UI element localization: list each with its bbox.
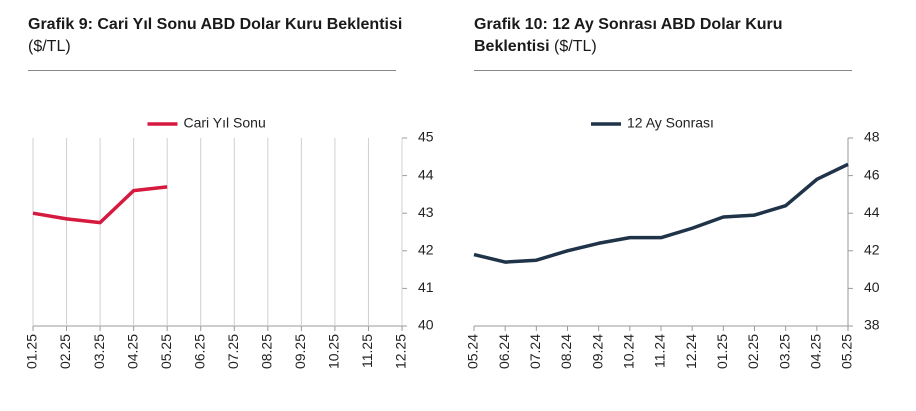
y-tick-label: 48 [864, 129, 880, 145]
x-tick-label: 03.25 [776, 334, 792, 369]
chart-unit: ($/TL) [28, 38, 71, 55]
x-tick-label: 11.24 [652, 334, 668, 368]
legend-label: 12 Ay Sonrası [627, 115, 714, 131]
x-tick-label: 05.25 [839, 334, 855, 369]
chart-title: Grafik 9: Cari Yıl Sonu ABD Dolar Kuru B… [28, 16, 403, 33]
x-tick-label: 06.24 [496, 334, 512, 369]
title-rule [28, 70, 396, 71]
y-tick-label: 41 [418, 279, 434, 295]
y-tick-label: 43 [418, 204, 434, 220]
y-tick-label: 40 [864, 279, 880, 295]
y-tick-label: 44 [864, 204, 880, 220]
x-tick-label: 09.24 [589, 334, 605, 369]
x-tick-label: 02.25 [57, 334, 73, 369]
x-tick-label: 10.24 [621, 334, 637, 369]
chart-title-box: Grafik 10: 12 Ay Sonrası ABD Dolar Kuru … [474, 14, 849, 58]
series-line [32, 185, 168, 225]
title-rule [474, 70, 852, 71]
x-tick-label: 05.24 [465, 334, 481, 369]
series-line [473, 162, 849, 264]
chart-title-box: Grafik 9: Cari Yıl Sonu ABD Dolar Kuru B… [28, 14, 403, 58]
y-tick-label: 44 [418, 166, 434, 182]
chart-title: Grafik 10: 12 Ay Sonrası ABD Dolar Kuru … [474, 16, 783, 55]
x-tick-label: 04.25 [808, 334, 824, 369]
y-tick-label: 45 [418, 129, 434, 145]
x-tick-label: 07.24 [527, 334, 543, 369]
x-tick-label: 11.25 [359, 334, 375, 368]
x-tick-label: 06.25 [191, 334, 207, 369]
y-tick-label: 40 [418, 317, 434, 333]
legend-label: Cari Yıl Sonu [184, 115, 266, 131]
x-tick-label: 02.25 [745, 334, 761, 369]
chart-unit: ($/TL) [554, 38, 597, 55]
y-tick-label: 42 [418, 242, 434, 258]
x-tick-label: 12.24 [683, 334, 699, 369]
x-tick-label: 01.25 [24, 334, 40, 369]
x-tick-label: 04.25 [124, 334, 140, 369]
x-tick-label: 08.25 [259, 334, 275, 369]
x-tick-label: 05.25 [158, 334, 174, 369]
y-tick-label: 42 [864, 242, 880, 258]
y-tick-label: 46 [864, 166, 880, 182]
x-tick-label: 12.25 [393, 334, 409, 369]
x-tick-label: 07.25 [225, 334, 241, 369]
x-tick-label: 01.25 [714, 334, 730, 369]
y-tick-label: 38 [864, 317, 880, 333]
x-tick-label: 03.25 [91, 334, 107, 369]
x-tick-label: 09.25 [292, 334, 308, 369]
x-tick-label: 08.24 [558, 334, 574, 369]
x-tick-label: 10.25 [326, 334, 342, 369]
